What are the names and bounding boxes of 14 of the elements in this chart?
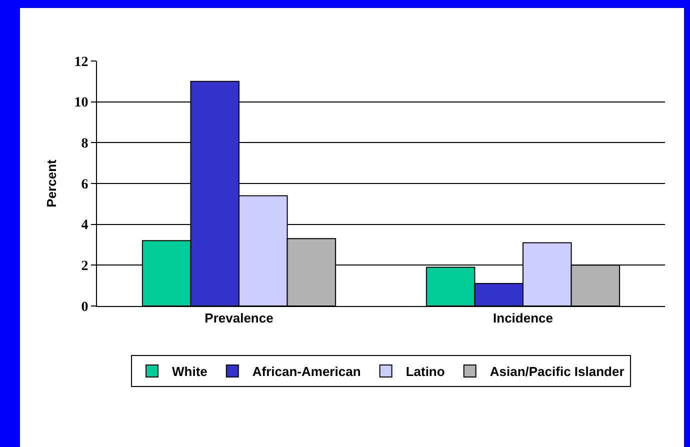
y-axis-title: Percent: [44, 158, 60, 208]
y-tick-label: 8: [81, 136, 88, 152]
y-tick-label: 10: [74, 96, 88, 111]
y-tick-label: 4: [81, 218, 88, 234]
x-tick-label: Prevalence: [204, 310, 274, 326]
y-tick-label: 0: [81, 300, 88, 315]
legend-label: Latino: [406, 364, 445, 380]
legend-label: White: [172, 364, 208, 380]
y-tick-label: 12: [74, 54, 88, 70]
legend-label: Asian/Pacific Islander: [490, 364, 624, 380]
x-tick-label: Incidence: [493, 310, 553, 326]
y-tick-label: 2: [81, 259, 88, 274]
y-tick-label: 6: [81, 177, 88, 192]
legend-label: African-American: [252, 364, 361, 380]
